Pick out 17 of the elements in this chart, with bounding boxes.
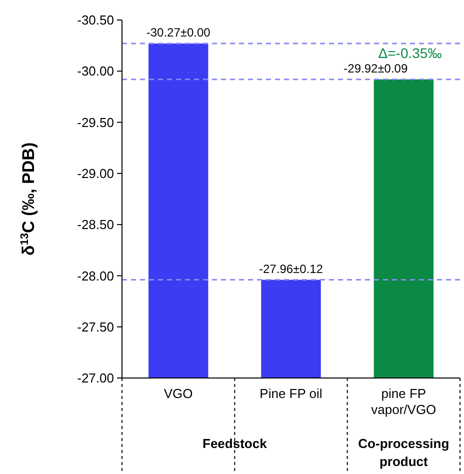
- data-label: -27.96±0.12: [259, 262, 324, 276]
- y-tick-label: -28.50: [77, 217, 114, 232]
- annotation: Δ=-0.35‰: [378, 44, 442, 61]
- text: Co-processing product: [358, 436, 450, 469]
- y-tick-label: -27.00: [77, 370, 114, 386]
- data-label: -30.27±0.00: [146, 26, 211, 40]
- y-tick-label: -27.50: [77, 319, 114, 334]
- y-tick-label: -29.50: [77, 114, 114, 130]
- y-tick-label: -30.50: [77, 12, 114, 28]
- x-tick-label: VGO: [164, 386, 193, 401]
- x-tick-label: Pine FP oil: [260, 386, 322, 401]
- text: Feedstock: [202, 436, 268, 451]
- data-label: -29.92±0.09: [344, 61, 408, 76]
- y-tick-label: -28.00: [77, 268, 114, 284]
- y-tick-label: -29.00: [77, 166, 114, 181]
- x-tick-label: pine FP vapor/VGO: [371, 386, 436, 417]
- y-tick-label: -30.00: [77, 64, 114, 79]
